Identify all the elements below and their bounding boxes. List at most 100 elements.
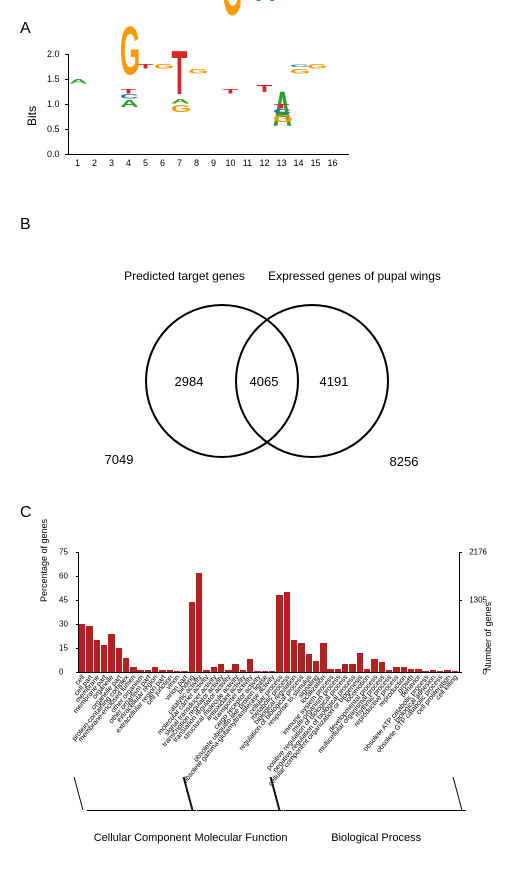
bar-ytick-label-left: 60	[59, 572, 68, 581]
bar	[335, 669, 341, 672]
logo-xtick-label: 12	[259, 158, 269, 168]
logo-column: G	[239, 62, 256, 155]
logo-letter: G	[239, 0, 256, 154]
bar-ylabel-left: Percentage of genes	[39, 519, 49, 602]
bar	[262, 671, 268, 672]
bar	[167, 670, 173, 672]
venn-diagram: Predicted target genes Expressed genes o…	[55, 274, 475, 474]
bar	[422, 671, 428, 672]
logo-xtick-label: 9	[211, 158, 216, 168]
bar	[174, 671, 180, 672]
logo-column: G	[324, 59, 341, 154]
bar	[379, 662, 385, 672]
bar	[408, 669, 414, 672]
logo-xtick-label: 13	[276, 158, 286, 168]
bar	[116, 648, 122, 672]
bar	[313, 661, 319, 672]
logo-letter: T	[103, 0, 120, 154]
bar	[108, 634, 114, 672]
logo-column: AG	[154, 59, 171, 154]
venn-intersection: 4065	[250, 374, 279, 389]
bar	[291, 640, 297, 672]
logo-letter: G	[137, 0, 154, 154]
bar-ytick-label-left: 15	[59, 644, 68, 653]
bar	[342, 664, 348, 672]
logo-column: AGCT	[273, 99, 290, 154]
bar	[137, 670, 143, 672]
bar	[145, 670, 151, 672]
bar	[401, 667, 407, 672]
logo-letter: G	[307, 63, 324, 64]
logo-column: AG	[188, 64, 205, 154]
logo-letter: T	[205, 0, 222, 154]
bar	[196, 573, 202, 672]
logo-column: GT	[222, 84, 239, 154]
bar	[284, 592, 290, 672]
logo-letter: T	[86, 0, 103, 154]
logo-column: GACT	[120, 84, 137, 154]
logo-column: T	[86, 57, 103, 155]
bar	[386, 670, 392, 672]
go-bar-chart: Percentage of genes 01530456075013052176…	[30, 542, 500, 862]
bar-plot-area: 01530456075013052176	[78, 552, 460, 673]
bar	[152, 667, 158, 672]
group-label: Molecular Function	[181, 832, 301, 844]
logo-ytick-label: 0.0	[47, 149, 60, 159]
bar	[189, 602, 195, 672]
bar	[218, 664, 224, 672]
logo-xtick-label: 3	[109, 158, 114, 168]
bar	[247, 659, 253, 672]
logo-letter: G	[324, 0, 341, 154]
bar	[232, 664, 238, 672]
bar	[276, 595, 282, 672]
logo-letter: G	[290, 68, 307, 69]
logo-letter: G	[188, 68, 205, 69]
bar	[415, 669, 421, 672]
bar	[203, 670, 209, 672]
logo-column: AGC	[290, 62, 307, 155]
bar	[452, 671, 458, 672]
logo-letter: T	[273, 103, 290, 104]
logo-letter: A	[69, 78, 86, 79]
logo-column: T	[103, 57, 120, 155]
bar	[437, 671, 443, 672]
logo-xtick-label: 8	[194, 158, 199, 168]
logo-ytick-label: 2.0	[47, 49, 60, 59]
bar-ytick-label-left: 0	[59, 668, 63, 677]
logo-column: TA	[69, 74, 86, 154]
group-bracket-line	[74, 777, 84, 810]
logo-letter: A	[256, 0, 273, 154]
venn-right-total: 8256	[390, 454, 419, 469]
group-bracket-line	[197, 810, 284, 811]
bar	[211, 667, 217, 672]
bar	[269, 671, 275, 672]
logo-xtick-label: 5	[143, 158, 148, 168]
bar	[123, 658, 129, 672]
logo-letter: A	[171, 98, 188, 99]
venn-left-total: 7049	[105, 452, 134, 467]
logo-xtick-label: 4	[126, 158, 131, 168]
bar-ytick-label-left: 75	[59, 548, 68, 557]
logo-letter: A	[307, 0, 324, 154]
logo-column: TGA	[171, 94, 188, 154]
bar	[254, 671, 260, 672]
logo-ytick-label: 0.5	[47, 124, 60, 134]
logo-letter: A	[154, 0, 171, 154]
bar	[327, 669, 333, 672]
group-bracket-line	[284, 810, 466, 811]
logo-letter: T	[256, 84, 273, 87]
venn-left-only: 2984	[175, 374, 204, 389]
bar	[101, 645, 107, 672]
logo-ytick-label: 1.0	[47, 99, 60, 109]
logo-xtick-label: 6	[160, 158, 165, 168]
logo-letter: T	[137, 63, 154, 64]
bar	[393, 667, 399, 672]
venn-left-title: Predicted target genes	[115, 269, 255, 283]
logo-letter: A	[290, 0, 307, 154]
bar	[349, 664, 355, 672]
logo-letter: T	[120, 88, 137, 89]
bar-ytick-label-right: 2176	[469, 548, 487, 557]
logo-column: AG	[307, 59, 324, 154]
bar	[130, 667, 136, 672]
logo-xtick-label: 14	[293, 158, 303, 168]
